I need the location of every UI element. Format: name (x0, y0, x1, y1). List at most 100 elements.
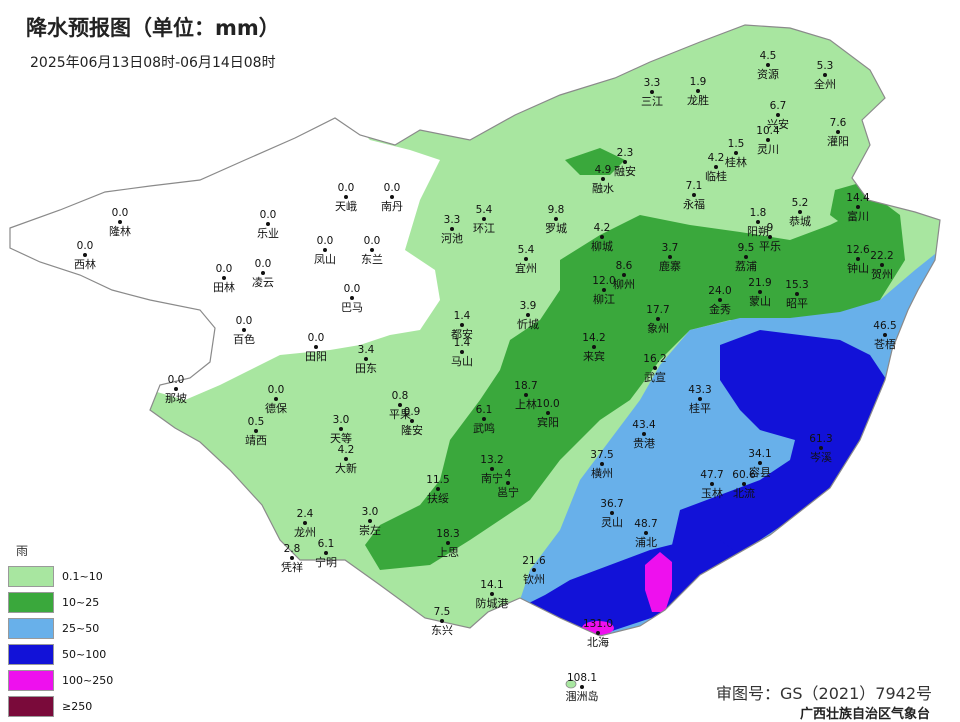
station-dot (546, 411, 550, 415)
station-value: 0.0 (112, 207, 129, 219)
station-value: 3.9 (520, 300, 537, 312)
station-marker: 3.3 河池 (441, 214, 463, 245)
station-dot (440, 619, 444, 623)
station-name: 靖西 (245, 434, 267, 447)
station-name: 崇左 (359, 524, 381, 537)
station-dot (656, 317, 660, 321)
station-name: 宜州 (515, 261, 537, 275)
station-value: 17.7 (646, 304, 669, 316)
station-value: 14.1 (480, 579, 503, 591)
legend-label: 25~50 (62, 621, 100, 635)
station-dot (650, 90, 654, 94)
station-marker: 17.7 象州 (646, 304, 669, 335)
station-name: 灵山 (601, 516, 623, 529)
station-value: 4.5 (760, 50, 777, 62)
station-dot (819, 446, 823, 450)
station-marker: 9.5 荔浦 (735, 242, 757, 273)
legend-swatch (8, 643, 54, 665)
station-marker: 7.5 东兴 (431, 606, 453, 637)
station-value: 3.4 (358, 344, 375, 356)
legend-label: 50~100 (62, 647, 107, 661)
station-name: 昭平 (786, 297, 808, 310)
station-value: 14.2 (582, 332, 605, 344)
station-name: 忻城 (517, 318, 539, 331)
station-name: 防城港 (476, 596, 509, 610)
station-value: 11.5 (426, 474, 449, 486)
station-marker: 4.2 大新 (335, 444, 357, 475)
station-marker: 34.1 容县 (748, 448, 771, 479)
station-dot (368, 519, 372, 523)
station-marker: 1.4 都安 (451, 310, 473, 341)
station-marker: 9 平乐 (759, 222, 781, 253)
station-name: 田林 (213, 280, 235, 294)
station-marker: 0.0 巴马 (341, 283, 363, 314)
station-dot (274, 397, 278, 401)
station-dot (266, 222, 270, 226)
station-name: 鹿寨 (659, 259, 681, 273)
station-dot (883, 333, 887, 337)
station-name: 容县 (749, 465, 771, 479)
station-marker: 131.0 北海 (583, 618, 613, 649)
station-name: 柳城 (591, 239, 613, 253)
station-value: 7.6 (830, 117, 847, 129)
station-name: 马山 (451, 355, 473, 368)
station-name: 三江 (641, 95, 663, 108)
station-name: 罗城 (545, 222, 567, 235)
station-name: 西林 (74, 257, 96, 271)
station-name: 宾阳 (537, 415, 559, 429)
station-name: 贵港 (633, 437, 655, 450)
station-name: 平乐 (759, 240, 781, 253)
station-marker: 7.1 永福 (683, 180, 705, 211)
station-name: 平果 (389, 408, 411, 421)
legend-swatch (8, 617, 54, 639)
station-value: 2.3 (617, 147, 634, 159)
station-marker: 0.0 田阳 (305, 332, 327, 363)
station-marker: 0.0 西林 (74, 240, 96, 271)
station-dot (526, 313, 530, 317)
map-subtitle: 2025年06月13日08时-06月14日08时 (30, 55, 276, 71)
station-dot (734, 151, 738, 155)
station-name: 融安 (614, 164, 636, 178)
rain-band-10-25-north (565, 148, 625, 175)
station-dot (261, 271, 265, 275)
rain-band-100-250 (645, 552, 672, 612)
station-dot (856, 205, 860, 209)
station-name: 北流 (733, 486, 755, 500)
station-value: 0.0 (216, 263, 233, 275)
station-marker: 0.0 隆林 (109, 207, 131, 238)
station-dot (390, 195, 394, 199)
station-value: 7.5 (434, 606, 451, 618)
station-marker: 61.3 岑溪 (809, 433, 832, 464)
station-marker: 4.2 临桂 (705, 152, 727, 183)
station-dot (698, 397, 702, 401)
station-name: 环江 (473, 222, 495, 235)
station-name: 隆安 (401, 423, 423, 437)
station-marker: 1.5 桂林 (725, 138, 747, 169)
station-value: 61.3 (809, 433, 832, 445)
station-dot (303, 521, 307, 525)
station-marker: 3.0 崇左 (359, 506, 381, 537)
station-marker: 13.2 南宁 (480, 454, 503, 485)
station-dot (450, 227, 454, 231)
station-marker: 4 邕宁 (497, 468, 519, 499)
station-name: 巴马 (341, 301, 363, 314)
station-dot (344, 195, 348, 199)
station-value: 3.0 (333, 414, 350, 426)
station-name: 浦北 (635, 536, 657, 549)
station-dot (758, 290, 762, 294)
station-value: 7.1 (686, 180, 703, 192)
station-marker: 6.1 武鸣 (473, 404, 495, 435)
station-dot (836, 130, 840, 134)
station-name: 兴安 (767, 117, 789, 131)
station-value: 21.6 (522, 555, 546, 567)
station-dot (668, 255, 672, 259)
station-value: 1.8 (750, 207, 767, 219)
station-value: 0.0 (77, 240, 94, 252)
station-marker: 37.5 横州 (590, 449, 613, 480)
station-value: 0.0 (344, 283, 361, 295)
station-name: 南丹 (381, 200, 403, 213)
station-dot (744, 255, 748, 259)
station-marker: 6.1 宁明 (315, 538, 337, 569)
station-dot (532, 568, 536, 572)
station-name: 横州 (591, 466, 613, 480)
